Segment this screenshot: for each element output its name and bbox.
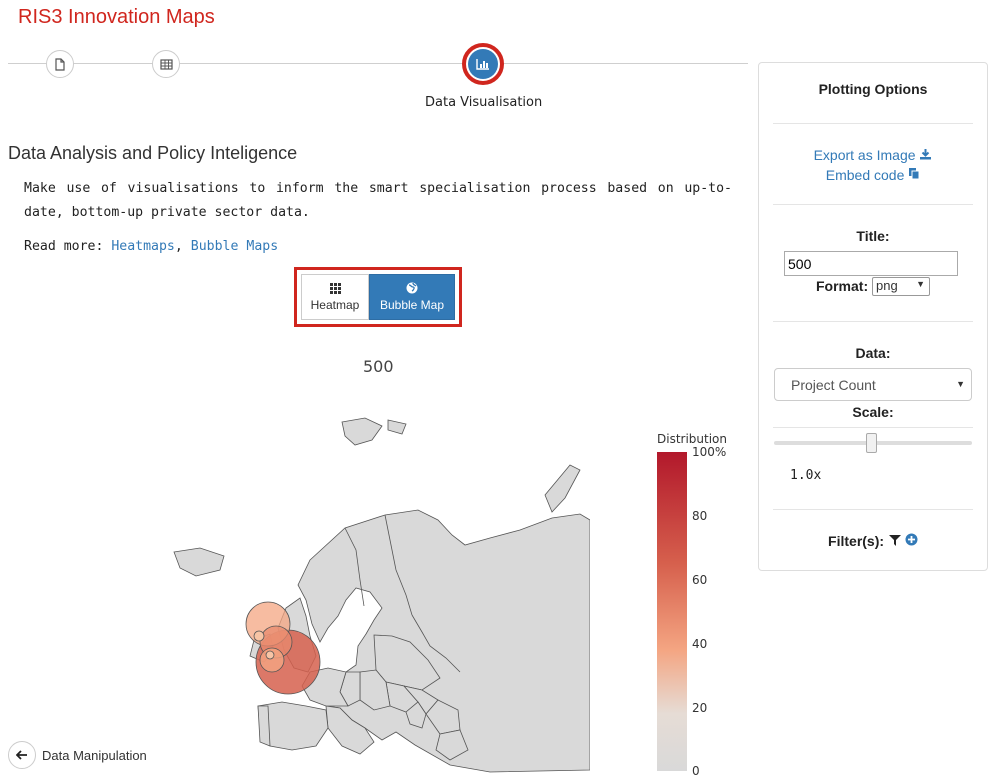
map-region: [435, 729, 469, 761]
table-icon: [159, 58, 173, 70]
divider: [773, 204, 973, 205]
caret-down-icon: ▼: [956, 379, 965, 389]
read-more: Read more: Heatmaps, Bubble Maps: [24, 239, 278, 254]
format-label: Format:: [816, 278, 869, 294]
map-border: [344, 527, 365, 607]
caret-down-icon: ▼: [916, 279, 925, 289]
step-label: Data Visualisation: [425, 95, 543, 110]
app-title: RIS3 Innovation Maps: [18, 6, 215, 28]
bubble-map-button[interactable]: Bubble Map: [369, 274, 455, 320]
europe-map[interactable]: [160, 410, 590, 781]
embed-label: Embed code: [825, 167, 905, 183]
panel-heading: Plotting Options: [818, 81, 928, 97]
section-heading: Data Analysis and Policy Inteligence: [8, 143, 298, 163]
title-label: Title:: [856, 228, 890, 244]
data-select[interactable]: Project Count ▼: [774, 368, 972, 401]
step-data-table[interactable]: [152, 50, 180, 78]
map-region: [405, 701, 427, 729]
scale-label: Scale:: [852, 404, 894, 420]
grid-icon: [329, 282, 341, 294]
bubble-marker[interactable]: [265, 650, 275, 660]
divider: [773, 123, 973, 124]
map-region: [257, 705, 271, 747]
link-separator: ,: [174, 239, 183, 254]
colorbar-tick: 40: [692, 637, 708, 651]
stepper-line: [8, 63, 748, 64]
embed-code-link[interactable]: Embed code: [759, 167, 987, 183]
colorbar: [657, 452, 687, 771]
bubble-map-label: Bubble Map: [379, 298, 445, 312]
colorbar-tick: 80: [692, 509, 708, 523]
heatmap-label: Heatmap: [310, 297, 360, 312]
heatmap-button[interactable]: Heatmap: [301, 274, 369, 320]
add-filter-icon[interactable]: [905, 533, 918, 546]
globe-icon: [406, 282, 418, 294]
step-data-visualisation[interactable]: [462, 43, 504, 85]
back-label: Data Manipulation: [42, 747, 147, 763]
read-more-label: Read more:: [24, 239, 104, 254]
title-input[interactable]: [784, 251, 958, 276]
heatmaps-link[interactable]: Heatmaps: [111, 239, 175, 254]
divider: [773, 321, 973, 322]
filter-icon[interactable]: [888, 535, 901, 546]
map-region: [544, 464, 581, 513]
step-upload[interactable]: [46, 50, 74, 78]
download-icon: [920, 149, 932, 160]
copy-icon: [909, 168, 920, 180]
legend-title: Distribution: [657, 432, 728, 446]
bubble-maps-link[interactable]: Bubble Maps: [190, 239, 279, 254]
format-value: png: [876, 278, 898, 293]
map-region: [325, 705, 375, 755]
bubble-marker[interactable]: [253, 630, 265, 642]
divider: [773, 509, 973, 510]
filters-row: Filter(s):: [759, 533, 987, 551]
scale-slider-handle[interactable]: [866, 433, 877, 453]
format-select[interactable]: png ▼: [872, 277, 930, 296]
scale-value: 1.0x: [790, 468, 822, 483]
map-region: [341, 417, 383, 446]
intro-text: Make use of visualisations to inform the…: [24, 181, 732, 220]
back-to-data-manipulation[interactable]: Data Manipulation: [8, 741, 147, 769]
file-icon: [55, 57, 65, 71]
arrow-left-icon: [16, 750, 27, 760]
colorbar-tick: 20: [692, 701, 708, 715]
bar-chart-icon: [476, 59, 489, 70]
data-label: Data:: [855, 345, 891, 361]
map-region: [387, 419, 407, 435]
map-region: [425, 699, 461, 735]
map-type-toggle: Heatmap Bubble Map: [294, 267, 462, 327]
plotting-options-panel: Plotting Options Export as Image Embed c…: [758, 62, 988, 571]
colorbar-tick: 0: [692, 764, 700, 778]
map-border: [411, 614, 461, 673]
filters-label: Filter(s):: [828, 533, 885, 549]
back-button[interactable]: [8, 741, 36, 769]
plot-title: 500: [363, 357, 394, 376]
map-border: [384, 514, 413, 616]
export-image-link[interactable]: Export as Image: [759, 147, 987, 163]
map-region: [173, 547, 225, 577]
divider: [773, 427, 973, 428]
colorbar-tick: 100%: [692, 445, 727, 459]
data-value: Project Count: [791, 377, 876, 393]
export-label: Export as Image: [813, 147, 916, 163]
colorbar-tick: 60: [692, 573, 708, 587]
